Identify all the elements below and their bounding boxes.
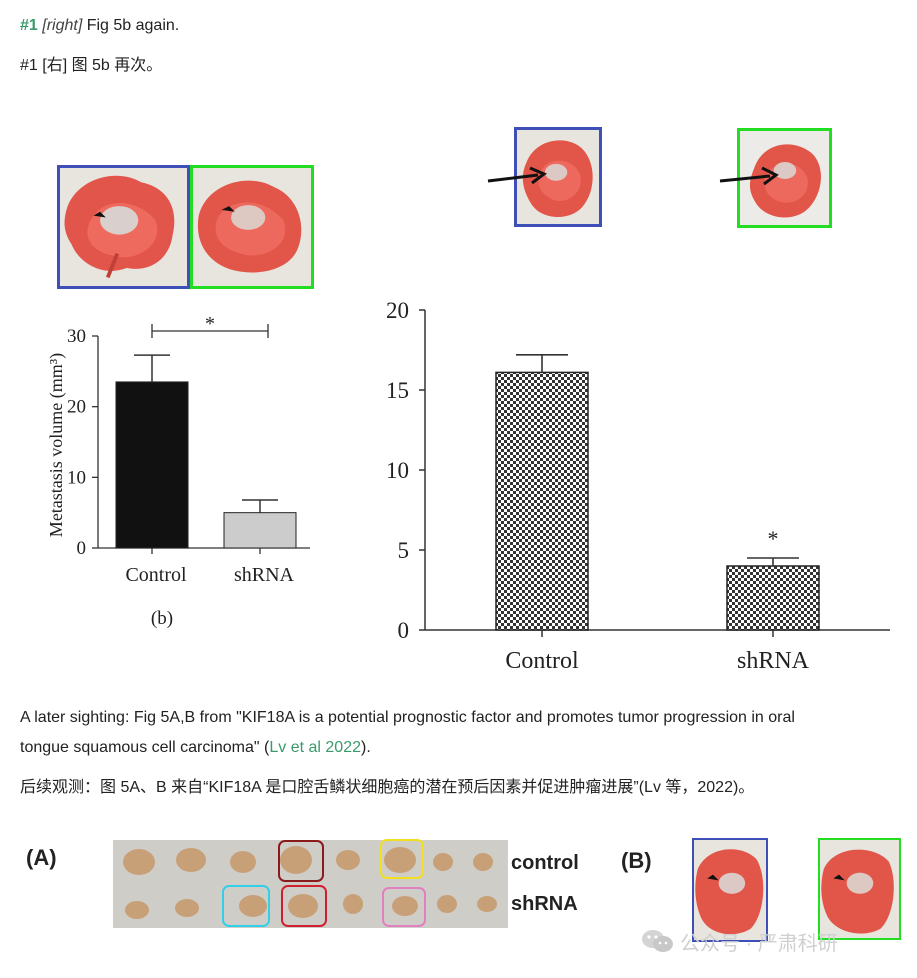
- left-chart-panel-label: (b): [151, 608, 173, 629]
- arrow-icon: [487, 166, 547, 185]
- post-tag: [right]: [42, 17, 83, 34]
- right-y-tick-label: 0: [398, 618, 410, 643]
- right-significance-star: *: [768, 526, 779, 551]
- left-y-tick-label: 10: [67, 467, 86, 488]
- right-y-tick-label: 5: [398, 538, 410, 563]
- left-y-tick-label: 30: [67, 326, 86, 347]
- right-y-tick-label: 20: [386, 298, 409, 323]
- highlight-ring: [380, 839, 424, 879]
- chart-left: 0 10 20 30 Control shRNA * Metastasis volume (…: [46, 313, 310, 629]
- panel-label-b: (B): [621, 848, 652, 873]
- watermark: 公众号 · 严肃科研: [640, 928, 838, 955]
- right-x-tick-label: shRNA: [737, 648, 810, 674]
- highlight-ring: [278, 840, 324, 882]
- right-bar-control: [495, 371, 589, 631]
- left-bar-shrna: [223, 512, 297, 549]
- citation-link[interactable]: Lv et al 2022: [269, 739, 361, 756]
- left-x-tick-label: Control: [125, 564, 187, 586]
- left-y-tick-label: 0: [77, 538, 87, 559]
- highlight-ring: [382, 887, 426, 927]
- wechat-icon: [642, 930, 673, 952]
- photo-control-blue-box: [57, 165, 190, 289]
- tumor-photo-grid: [113, 840, 508, 928]
- row-label-shrna: shRNA: [511, 893, 578, 915]
- paragraph-en-line2: tongue squamous cell carcinoma" (Lv et a…: [20, 737, 371, 759]
- highlight-ring: [222, 885, 270, 927]
- post-header-line: #1 [right] Fig 5b again.: [20, 15, 179, 37]
- right-x-tick-label: Control: [505, 648, 579, 674]
- left-significance-star: *: [205, 313, 215, 335]
- panel-label-a: (A): [26, 845, 57, 870]
- photo-bottom-blue-box: [692, 838, 768, 942]
- chart-right: 0 5 10 15 20 Control shRNA *: [386, 298, 890, 674]
- post-header-text: Fig 5b again.: [86, 17, 180, 34]
- photo-shrna-green-box: [190, 165, 314, 289]
- paragraph-en-text: tongue squamous cell carcinoma" (: [20, 739, 270, 756]
- left-chart-ylabel: Metastasis volume (mm³): [46, 353, 67, 537]
- left-bar-control: [115, 381, 189, 549]
- left-x-tick-label: shRNA: [234, 564, 295, 586]
- right-y-tick-label: 15: [386, 378, 409, 403]
- arrow-icon: [719, 166, 779, 186]
- right-bar-shrna: [726, 565, 820, 631]
- paragraph-en-close: ).: [360, 739, 371, 756]
- left-y-tick-label: 20: [67, 397, 86, 418]
- right-y-tick-label: 10: [386, 458, 409, 483]
- row-label-control: control: [511, 852, 579, 874]
- highlight-ring: [281, 885, 327, 927]
- post-header-translation: #1 [右] 图 5b 再次。: [20, 57, 163, 74]
- post-number[interactable]: #1: [20, 17, 38, 34]
- photo-bottom-green-box: [818, 838, 901, 940]
- watermark-text: 公众号 · 严肃科研: [680, 932, 838, 955]
- paragraph-en-line1: A later sighting: Fig 5A,B from "KIF18A …: [20, 709, 795, 726]
- paragraph-zh: 后续观测：图 5A、B 来自“KIF18A 是口腔舌鳞状细胞癌的潜在预后因素并促…: [20, 779, 755, 796]
